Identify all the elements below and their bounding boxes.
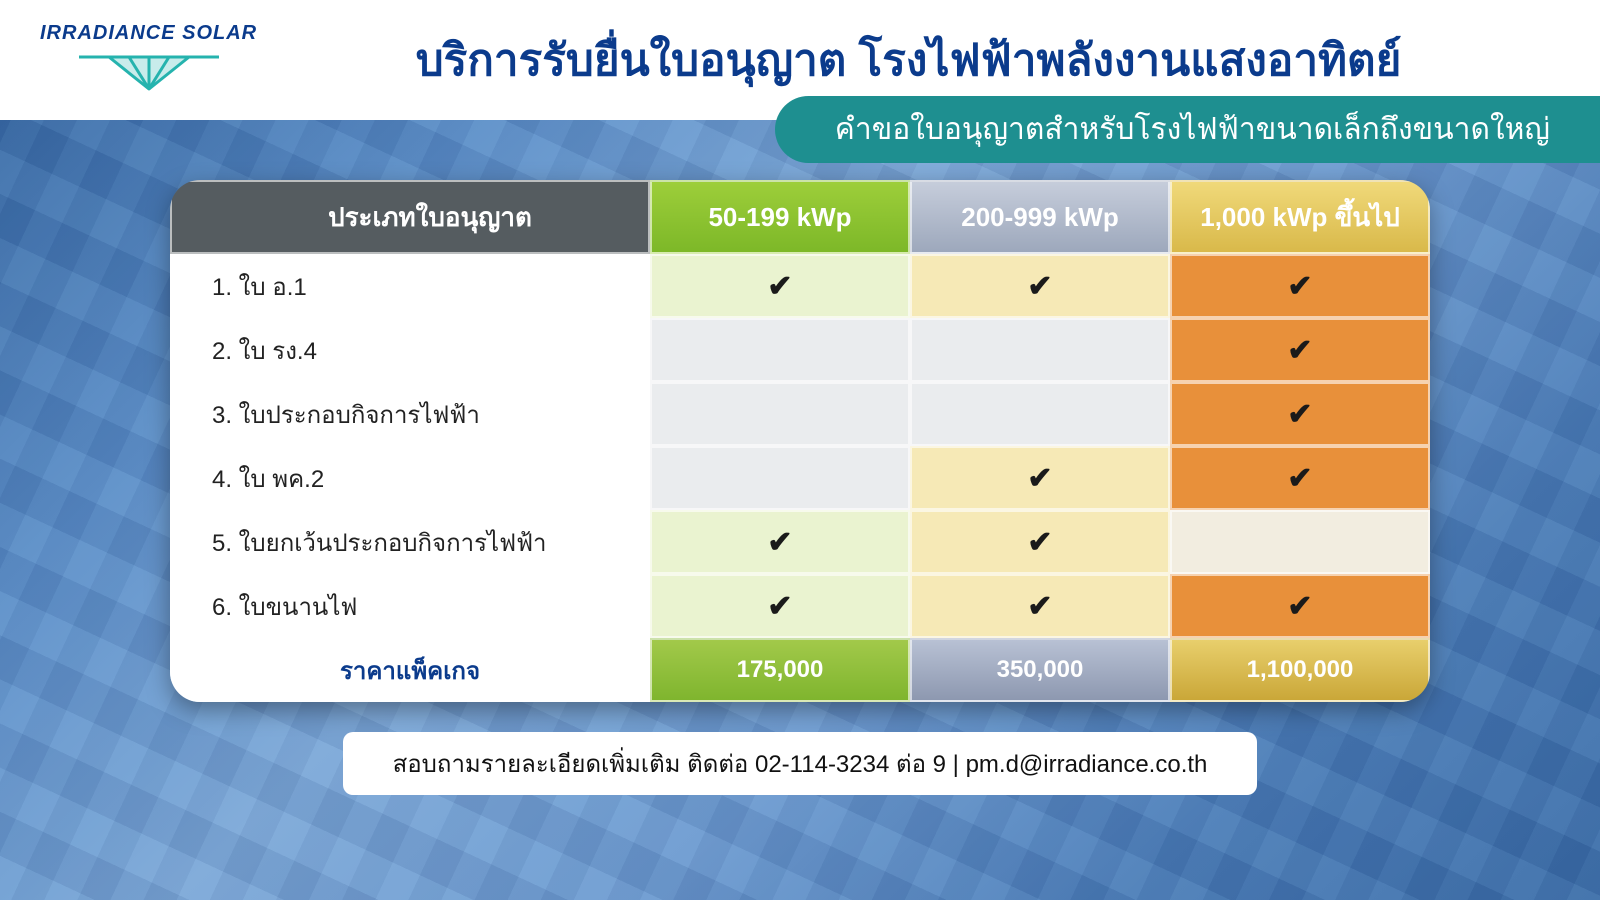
table-header-row: ประเภทใบอนุญาต 50-199 kWp 200-999 kWp 1,…	[170, 180, 1430, 254]
tier-cell	[910, 318, 1170, 382]
price-row-label: ราคาแพ็คเกจ	[170, 638, 650, 702]
check-icon: ✔	[1027, 525, 1052, 560]
tier-cell: ✔	[1170, 574, 1430, 638]
row-label: 6. ใบขนานไฟ	[170, 574, 650, 638]
table-row: 5. ใบยกเว้นประกอบกิจการไฟฟ้า ✔ ✔	[170, 510, 1430, 574]
tier-cell: ✔	[910, 574, 1170, 638]
check-icon: ✔	[767, 525, 792, 560]
check-icon: ✔	[767, 269, 792, 304]
check-icon: ✔	[1287, 461, 1312, 496]
tier-cell: ✔	[1170, 254, 1430, 318]
row-label: 1. ใบ อ.1	[170, 254, 650, 318]
table-row: 1. ใบ อ.1 ✔ ✔ ✔	[170, 254, 1430, 318]
tier-cell	[650, 446, 910, 510]
row-label: 4. ใบ พค.2	[170, 446, 650, 510]
table-row: 3. ใบประกอบกิจการไฟฟ้า ✔	[170, 382, 1430, 446]
tier-cell	[910, 382, 1170, 446]
tier-cell: ✔	[1170, 382, 1430, 446]
tier-header-1: 50-199 kWp	[650, 180, 910, 254]
table-row: 4. ใบ พค.2 ✔ ✔	[170, 446, 1430, 510]
header-label-cell: ประเภทใบอนุญาต	[170, 180, 650, 254]
row-label: 5. ใบยกเว้นประกอบกิจการไฟฟ้า	[170, 510, 650, 574]
check-icon: ✔	[1027, 461, 1052, 496]
price-row: ราคาแพ็คเกจ175,000350,0001,100,000	[170, 638, 1430, 702]
diamond-icon	[79, 49, 219, 98]
tier-cell: ✔	[1170, 446, 1430, 510]
row-label: 3. ใบประกอบกิจการไฟฟ้า	[170, 382, 650, 446]
tier-cell	[650, 318, 910, 382]
tier-header-2: 200-999 kWp	[910, 180, 1170, 254]
header-bar: IRRADIANCE SOLAR บริการรับยื่นใบอนุญาต โ…	[0, 0, 1600, 120]
check-icon: ✔	[1287, 589, 1312, 624]
tier-cell: ✔	[910, 510, 1170, 574]
tier-cell: ✔	[1170, 318, 1430, 382]
tier-cell	[1170, 510, 1430, 574]
tier-cell: ✔	[910, 254, 1170, 318]
tier-cell: ✔	[650, 254, 910, 318]
price-cell: 350,000	[910, 638, 1170, 702]
check-icon: ✔	[1287, 333, 1312, 368]
tier-cell: ✔	[910, 446, 1170, 510]
check-icon: ✔	[1027, 269, 1052, 304]
content-section: ประเภทใบอนุญาต 50-199 kWp 200-999 kWp 1,…	[0, 120, 1600, 900]
check-icon: ✔	[1027, 589, 1052, 624]
check-icon: ✔	[1287, 269, 1312, 304]
price-cell: 175,000	[650, 638, 910, 702]
brand-name: IRRADIANCE SOLAR	[40, 22, 257, 45]
pricing-table: ประเภทใบอนุญาต 50-199 kWp 200-999 kWp 1,…	[170, 180, 1430, 702]
infographic-page: IRRADIANCE SOLAR บริการรับยื่นใบอนุญาต โ…	[0, 0, 1600, 900]
table-row: 6. ใบขนานไฟ ✔ ✔ ✔	[170, 574, 1430, 638]
contact-info: สอบถามรายละเอียดเพิ่มเติม ติดต่อ 02-114-…	[343, 732, 1258, 795]
check-icon: ✔	[1287, 397, 1312, 432]
price-cell: 1,100,000	[1170, 638, 1430, 702]
page-subtitle: คำขอใบอนุญาตสำหรับโรงไฟฟ้าขนาดเล็กถึงขนา…	[775, 96, 1600, 163]
brand-logo: IRRADIANCE SOLAR	[40, 22, 257, 98]
tier-cell: ✔	[650, 574, 910, 638]
tier-cell: ✔	[650, 510, 910, 574]
page-title: บริการรับยื่นใบอนุญาต โรงไฟฟ้าพลังงานแสง…	[297, 25, 1560, 95]
table-row: 2. ใบ รง.4 ✔	[170, 318, 1430, 382]
check-icon: ✔	[767, 589, 792, 624]
row-label: 2. ใบ รง.4	[170, 318, 650, 382]
tier-header-3: 1,000 kWp ขึ้นไป	[1170, 180, 1430, 254]
tier-cell	[650, 382, 910, 446]
